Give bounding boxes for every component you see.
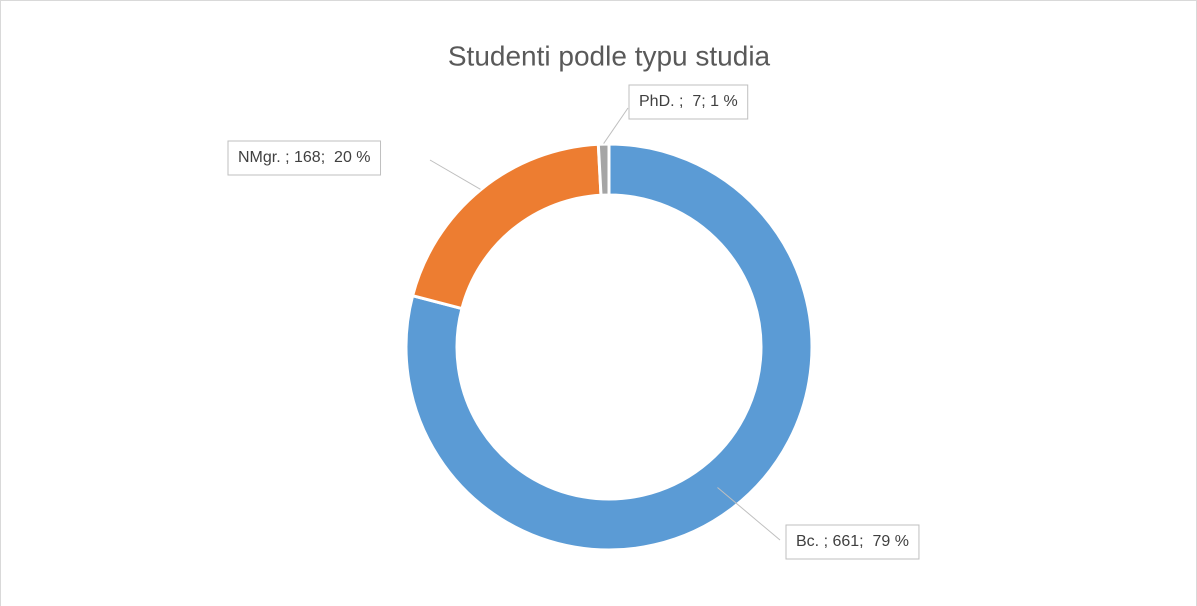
data-label-box — [785, 524, 920, 560]
data-label-box — [227, 140, 382, 176]
chart-title: Studenti podle typu studia — [448, 40, 771, 71]
donut-segment — [404, 142, 814, 552]
leader-line — [603, 107, 629, 144]
data-label: NMgr. ; 168; 20 % — [238, 149, 371, 166]
donut-segment — [596, 142, 611, 197]
data-label: PhD. ; 7; 1 % — [639, 93, 738, 110]
data-label: Bc. ; 661; 79 % — [796, 533, 909, 550]
leader-line — [717, 487, 781, 541]
data-label-box — [628, 84, 749, 120]
leader-line — [429, 159, 481, 190]
